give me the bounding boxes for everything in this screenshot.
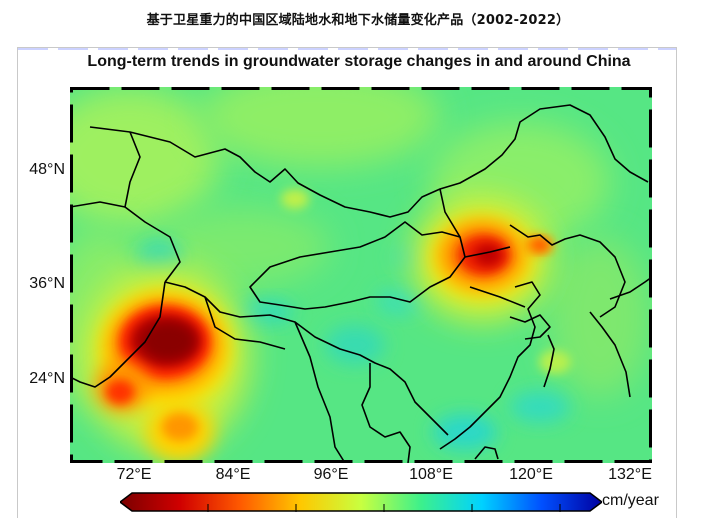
lat-label-24n: 24°N xyxy=(29,370,65,387)
map-title: Long-term trends in groundwater storage … xyxy=(87,53,631,70)
lon-label-132e: 132°E xyxy=(608,466,652,483)
country-borders xyxy=(70,104,652,463)
lon-label-108e: 108°E xyxy=(409,466,453,483)
lon-label-72e: 72°E xyxy=(116,466,152,483)
lon-label-84e: 84°E xyxy=(215,466,251,483)
lat-label-36n: 36°N xyxy=(29,275,65,292)
trend-field xyxy=(70,87,650,462)
page-title: 基于卫星重力的中国区域陆地水和地下水储量变化产品（2002-2022） xyxy=(146,13,570,28)
map-panel xyxy=(70,87,652,463)
trend-map xyxy=(70,87,652,463)
colorbar xyxy=(118,492,604,512)
colorbar-unit-label: cm/year xyxy=(602,492,659,509)
colorbar-graphic xyxy=(118,492,604,512)
map-frame xyxy=(70,87,652,463)
lon-label-96e: 96°E xyxy=(313,466,349,483)
colorbar-ramp xyxy=(118,492,604,512)
lon-label-120e: 120°E xyxy=(509,466,553,483)
colorbar-ticks xyxy=(207,504,561,512)
lat-label-48n: 48°N xyxy=(29,161,65,178)
